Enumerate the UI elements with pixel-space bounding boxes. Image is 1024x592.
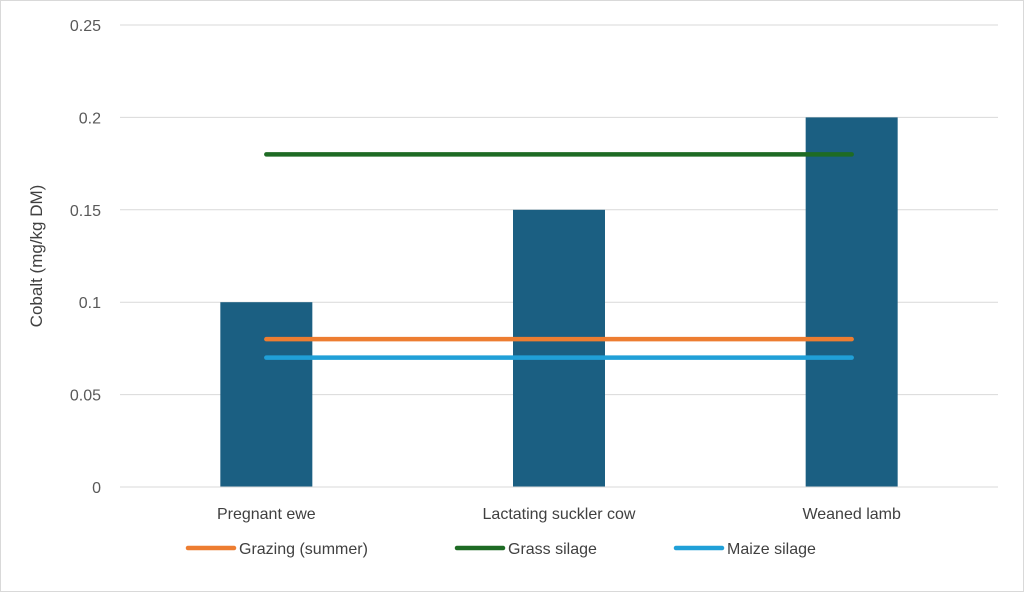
bar [220,302,313,487]
legend-label: Maize silage [727,541,816,558]
y-tick-label: 0 [92,480,101,497]
bar [513,209,605,488]
y-tick-label: 0.1 [79,295,101,312]
legend-label: Grazing (summer) [239,541,368,558]
y-tick-label: 0.05 [70,388,101,405]
x-tick-label: Lactating suckler cow [483,506,636,523]
legend-label: Grass silage [508,541,597,558]
y-tick-label: 0.25 [70,18,101,35]
y-tick-label: 0.2 [79,110,101,127]
y-axis-label: Cobalt (mg/kg DM) [27,185,46,328]
x-tick-label: Weaned lamb [802,506,901,523]
bar [805,117,898,488]
y-tick-label: 0.15 [70,203,101,220]
x-tick-label: Pregnant ewe [217,506,316,523]
